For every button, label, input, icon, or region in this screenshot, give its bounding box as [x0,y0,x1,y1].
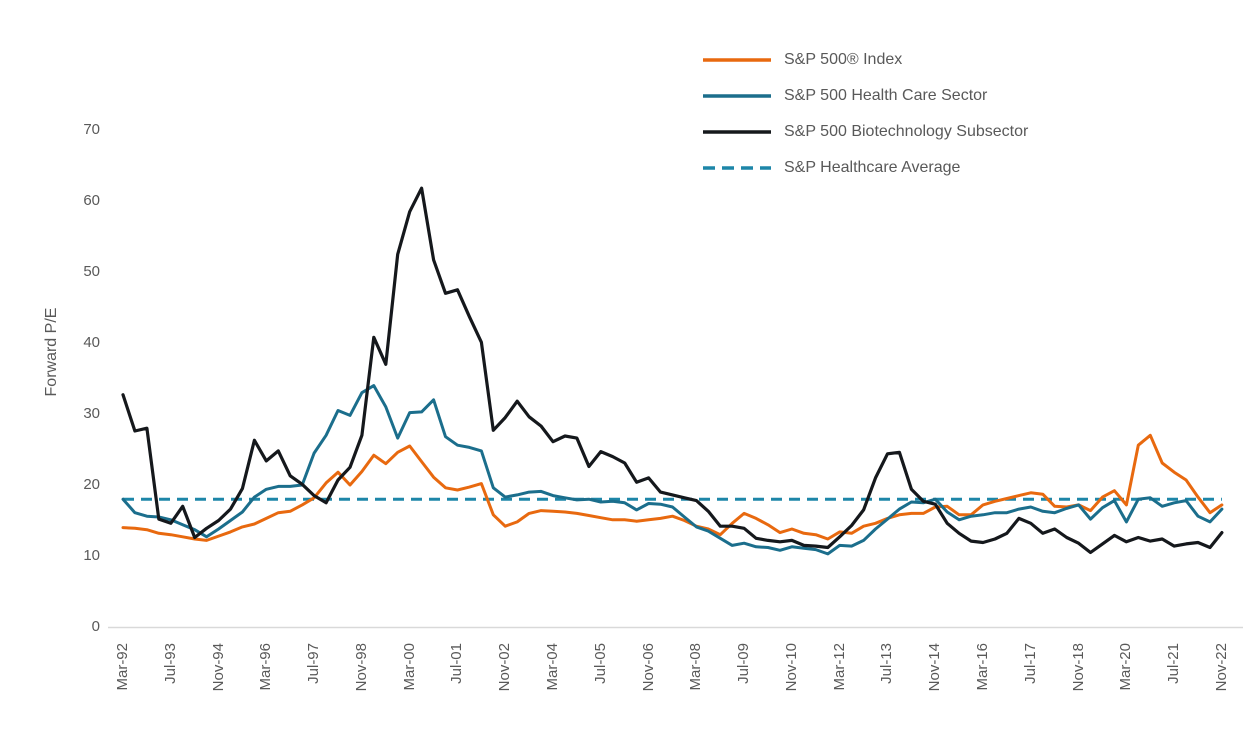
legend-item: S&P 500 Biotechnology Subsector [703,114,1028,150]
x-tick-label: Jul-05 [591,643,609,684]
x-tick-label: Jul-17 [1021,643,1039,684]
x-tick-label: Jul-93 [161,643,179,684]
legend-label: S&P 500 Health Care Sector [784,87,988,104]
legend-swatch-sp500 [703,58,771,62]
y-tick-label: 40 [83,334,100,351]
legend-label: S&P 500 Biotechnology Subsector [784,123,1029,140]
legend-item: S&P 500® Index [703,42,1028,78]
x-tick-label: Nov-02 [496,643,514,692]
x-tick-label: Mar-96 [257,643,275,691]
legend-swatch-biotech [703,130,771,134]
y-tick-label: 70 [83,121,100,138]
y-tick-label: 30 [83,405,100,422]
x-tick-label: Nov-22 [1212,643,1230,692]
x-tick-label: Jul-21 [1165,643,1183,684]
x-tick-label: Jul-09 [735,643,753,684]
legend-label: S&P Healthcare Average [784,159,961,176]
x-tick-label: Nov-98 [352,643,370,692]
x-tick-label: Jul-01 [448,643,466,684]
y-tick-label: 60 [83,192,100,209]
x-tick-label: Jul-13 [878,643,896,684]
y-tick-label: 20 [83,476,100,493]
legend-swatch-average [703,166,771,170]
y-tick-label: 10 [83,547,100,564]
series-line-sp500 [121,433,1224,542]
legend-item: S&P 500 Health Care Sector [703,78,1028,114]
x-tick-label: Mar-92 [114,643,131,691]
x-tick-label: Nov-18 [1069,643,1087,692]
legend-label: S&P 500® Index [784,51,903,68]
legend-item: S&P Healthcare Average [703,150,1028,186]
x-tick-label: Nov-06 [639,643,657,692]
x-tick-label: Nov-10 [782,643,800,692]
y-tick-label: 50 [83,263,100,280]
x-tick-label: Mar-00 [400,643,418,691]
y-axis-title: Forward P/E [43,307,60,397]
x-tick-label: Mar-04 [544,643,562,691]
x-tick-label: Mar-16 [974,643,992,691]
x-tick-label: Jul-97 [305,643,323,684]
y-tick-label: 0 [91,618,100,635]
series-line-healthcare [121,384,1224,556]
x-tick-label: Nov-94 [209,643,227,692]
legend: S&P 500® Index S&P 500 Health Care Sector… [703,42,1028,186]
x-tick-label: Mar-08 [687,643,705,691]
legend-swatch-healthcare [703,94,771,98]
x-tick-label: Nov-14 [926,643,944,692]
x-tick-label: Mar-12 [830,643,848,691]
x-tick-label: Mar-20 [1117,643,1135,691]
series-line-biotech [121,186,1224,555]
